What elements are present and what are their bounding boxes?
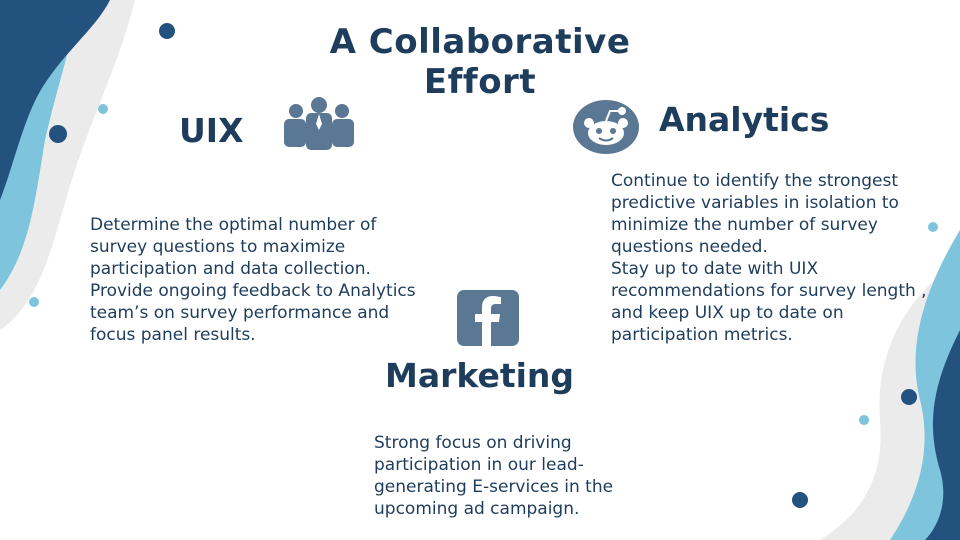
dot — [98, 104, 108, 114]
dot — [792, 492, 808, 508]
analytics-heading: Analytics — [659, 100, 830, 139]
uix-heading: UIX — [179, 111, 244, 150]
wave-shape-navy-left — [0, 0, 110, 200]
slide-title: A Collaborative Effort — [329, 22, 631, 102]
dot — [859, 415, 869, 425]
dot — [49, 125, 67, 143]
dot — [928, 222, 938, 232]
uix-body: Determine the optimal number of survey q… — [90, 215, 416, 345]
dot — [159, 23, 175, 39]
team-icon — [284, 97, 354, 150]
dot — [29, 297, 39, 307]
dot — [901, 389, 917, 405]
facebook-icon — [457, 290, 519, 346]
marketing-heading: Marketing — [385, 356, 575, 395]
wave-shape-navy-right — [925, 330, 960, 540]
analytics-body: Continue to identify the strongest predi… — [611, 171, 927, 345]
marketing-body: Strong focus on driving participation in… — [374, 433, 614, 519]
reddit-icon — [573, 100, 639, 154]
